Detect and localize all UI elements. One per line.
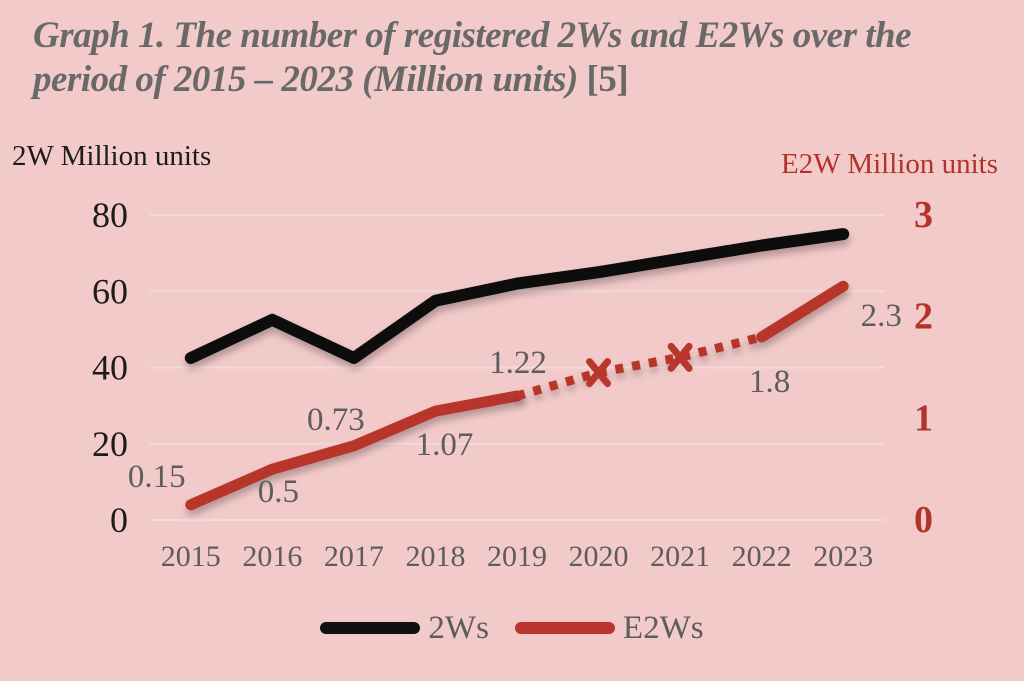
x-axis-year-label: 2018 xyxy=(405,540,465,573)
2ws-line-swatch-icon xyxy=(320,622,421,634)
right-axis-title: E2W Million units xyxy=(781,148,998,180)
e2ws-data-label: 1.22 xyxy=(489,345,547,381)
chart-title-citation: [5] xyxy=(586,58,629,100)
e2ws-data-label: 0.73 xyxy=(307,402,365,438)
e2ws-line-solid-left xyxy=(185,390,523,511)
x-marker-icon xyxy=(586,358,612,388)
chart-title: Graph 1. The number of registered 2Ws an… xyxy=(33,14,991,101)
x-axis-year-label: 2017 xyxy=(324,540,384,573)
chart-legend: 2Ws E2Ws xyxy=(0,604,1024,652)
legend-item-e2ws: E2Ws xyxy=(514,609,704,646)
e2ws-data-label: 0.5 xyxy=(258,474,299,510)
right-axis-tick-label: 1 xyxy=(914,397,933,439)
x-axis-year-label: 2022 xyxy=(732,540,792,573)
left-axis-tick-label: 40 xyxy=(92,348,128,388)
right-axis-tick-label: 0 xyxy=(914,499,933,541)
x-axis-year-label: 2021 xyxy=(650,540,710,573)
legend-label-2ws: 2Ws xyxy=(428,609,489,646)
x-marker-icon xyxy=(667,342,693,372)
left-axis-tick-label: 20 xyxy=(92,424,128,464)
x-axis-year-label: 2015 xyxy=(161,540,221,573)
2ws-line xyxy=(184,228,850,364)
legend-label-e2ws: E2Ws xyxy=(622,609,704,646)
e2ws-line-swatch-icon xyxy=(514,622,615,634)
right-axis-tick-label: 3 xyxy=(914,194,933,236)
e2ws-line-solid-right xyxy=(756,280,849,343)
x-axis-year-label: 2023 xyxy=(813,540,873,573)
e2ws-line-dashed xyxy=(515,332,763,401)
e2ws-data-label: 1.8 xyxy=(749,364,790,400)
left-axis-tick-label: 0 xyxy=(110,500,128,540)
x-axis-year-label: 2016 xyxy=(242,540,302,573)
chart-title-text: Graph 1. The number of registered 2Ws an… xyxy=(33,15,912,100)
x-axis-year-label: 2019 xyxy=(487,540,547,573)
e2ws-data-label: 1.07 xyxy=(416,427,474,463)
left-axis-title: 2W Million units xyxy=(12,140,212,172)
left-axis-tick-label: 80 xyxy=(92,195,128,235)
e2ws-data-label: 0.15 xyxy=(128,459,186,495)
right-axis-tick-label: 2 xyxy=(914,296,933,338)
e2ws-data-label: 2.3 xyxy=(861,298,902,334)
x-axis-year-label: 2020 xyxy=(569,540,629,573)
legend-item-2ws: 2Ws xyxy=(320,609,489,646)
left-axis-tick-label: 60 xyxy=(92,271,128,311)
